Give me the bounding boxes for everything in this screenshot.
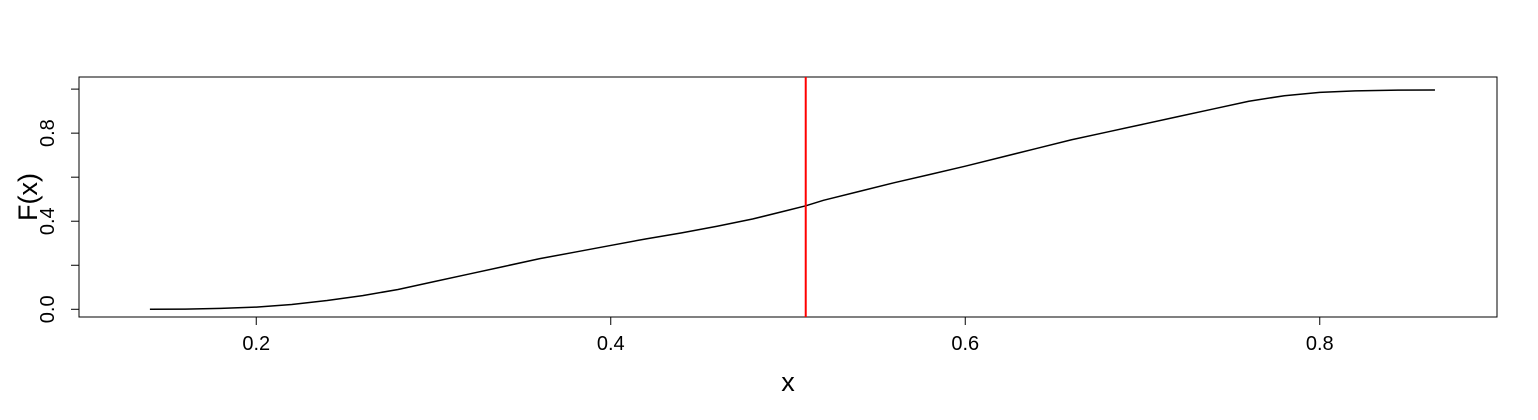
plot-area — [149, 77, 1435, 317]
y-tick-label: 0.0 — [37, 295, 59, 323]
x-tick-label: 0.8 — [1306, 333, 1334, 355]
y-axis: 0.0 0.4 0.8 — [37, 88, 80, 323]
x-axis-title: x — [781, 367, 795, 397]
y-axis-title: F(x) — [13, 173, 43, 221]
x-axis: 0.2 0.4 0.6 0.8 — [242, 316, 1334, 355]
y-tick-label: 0.8 — [37, 119, 59, 147]
x-tick-label: 0.6 — [951, 333, 979, 355]
cdf-line — [149, 89, 1435, 311]
plot-frame — [78, 76, 1498, 318]
y-tick-label: 0.4 — [37, 207, 59, 235]
x-tick-label: 0.2 — [242, 333, 270, 355]
x-tick-label: 0.4 — [597, 333, 625, 355]
